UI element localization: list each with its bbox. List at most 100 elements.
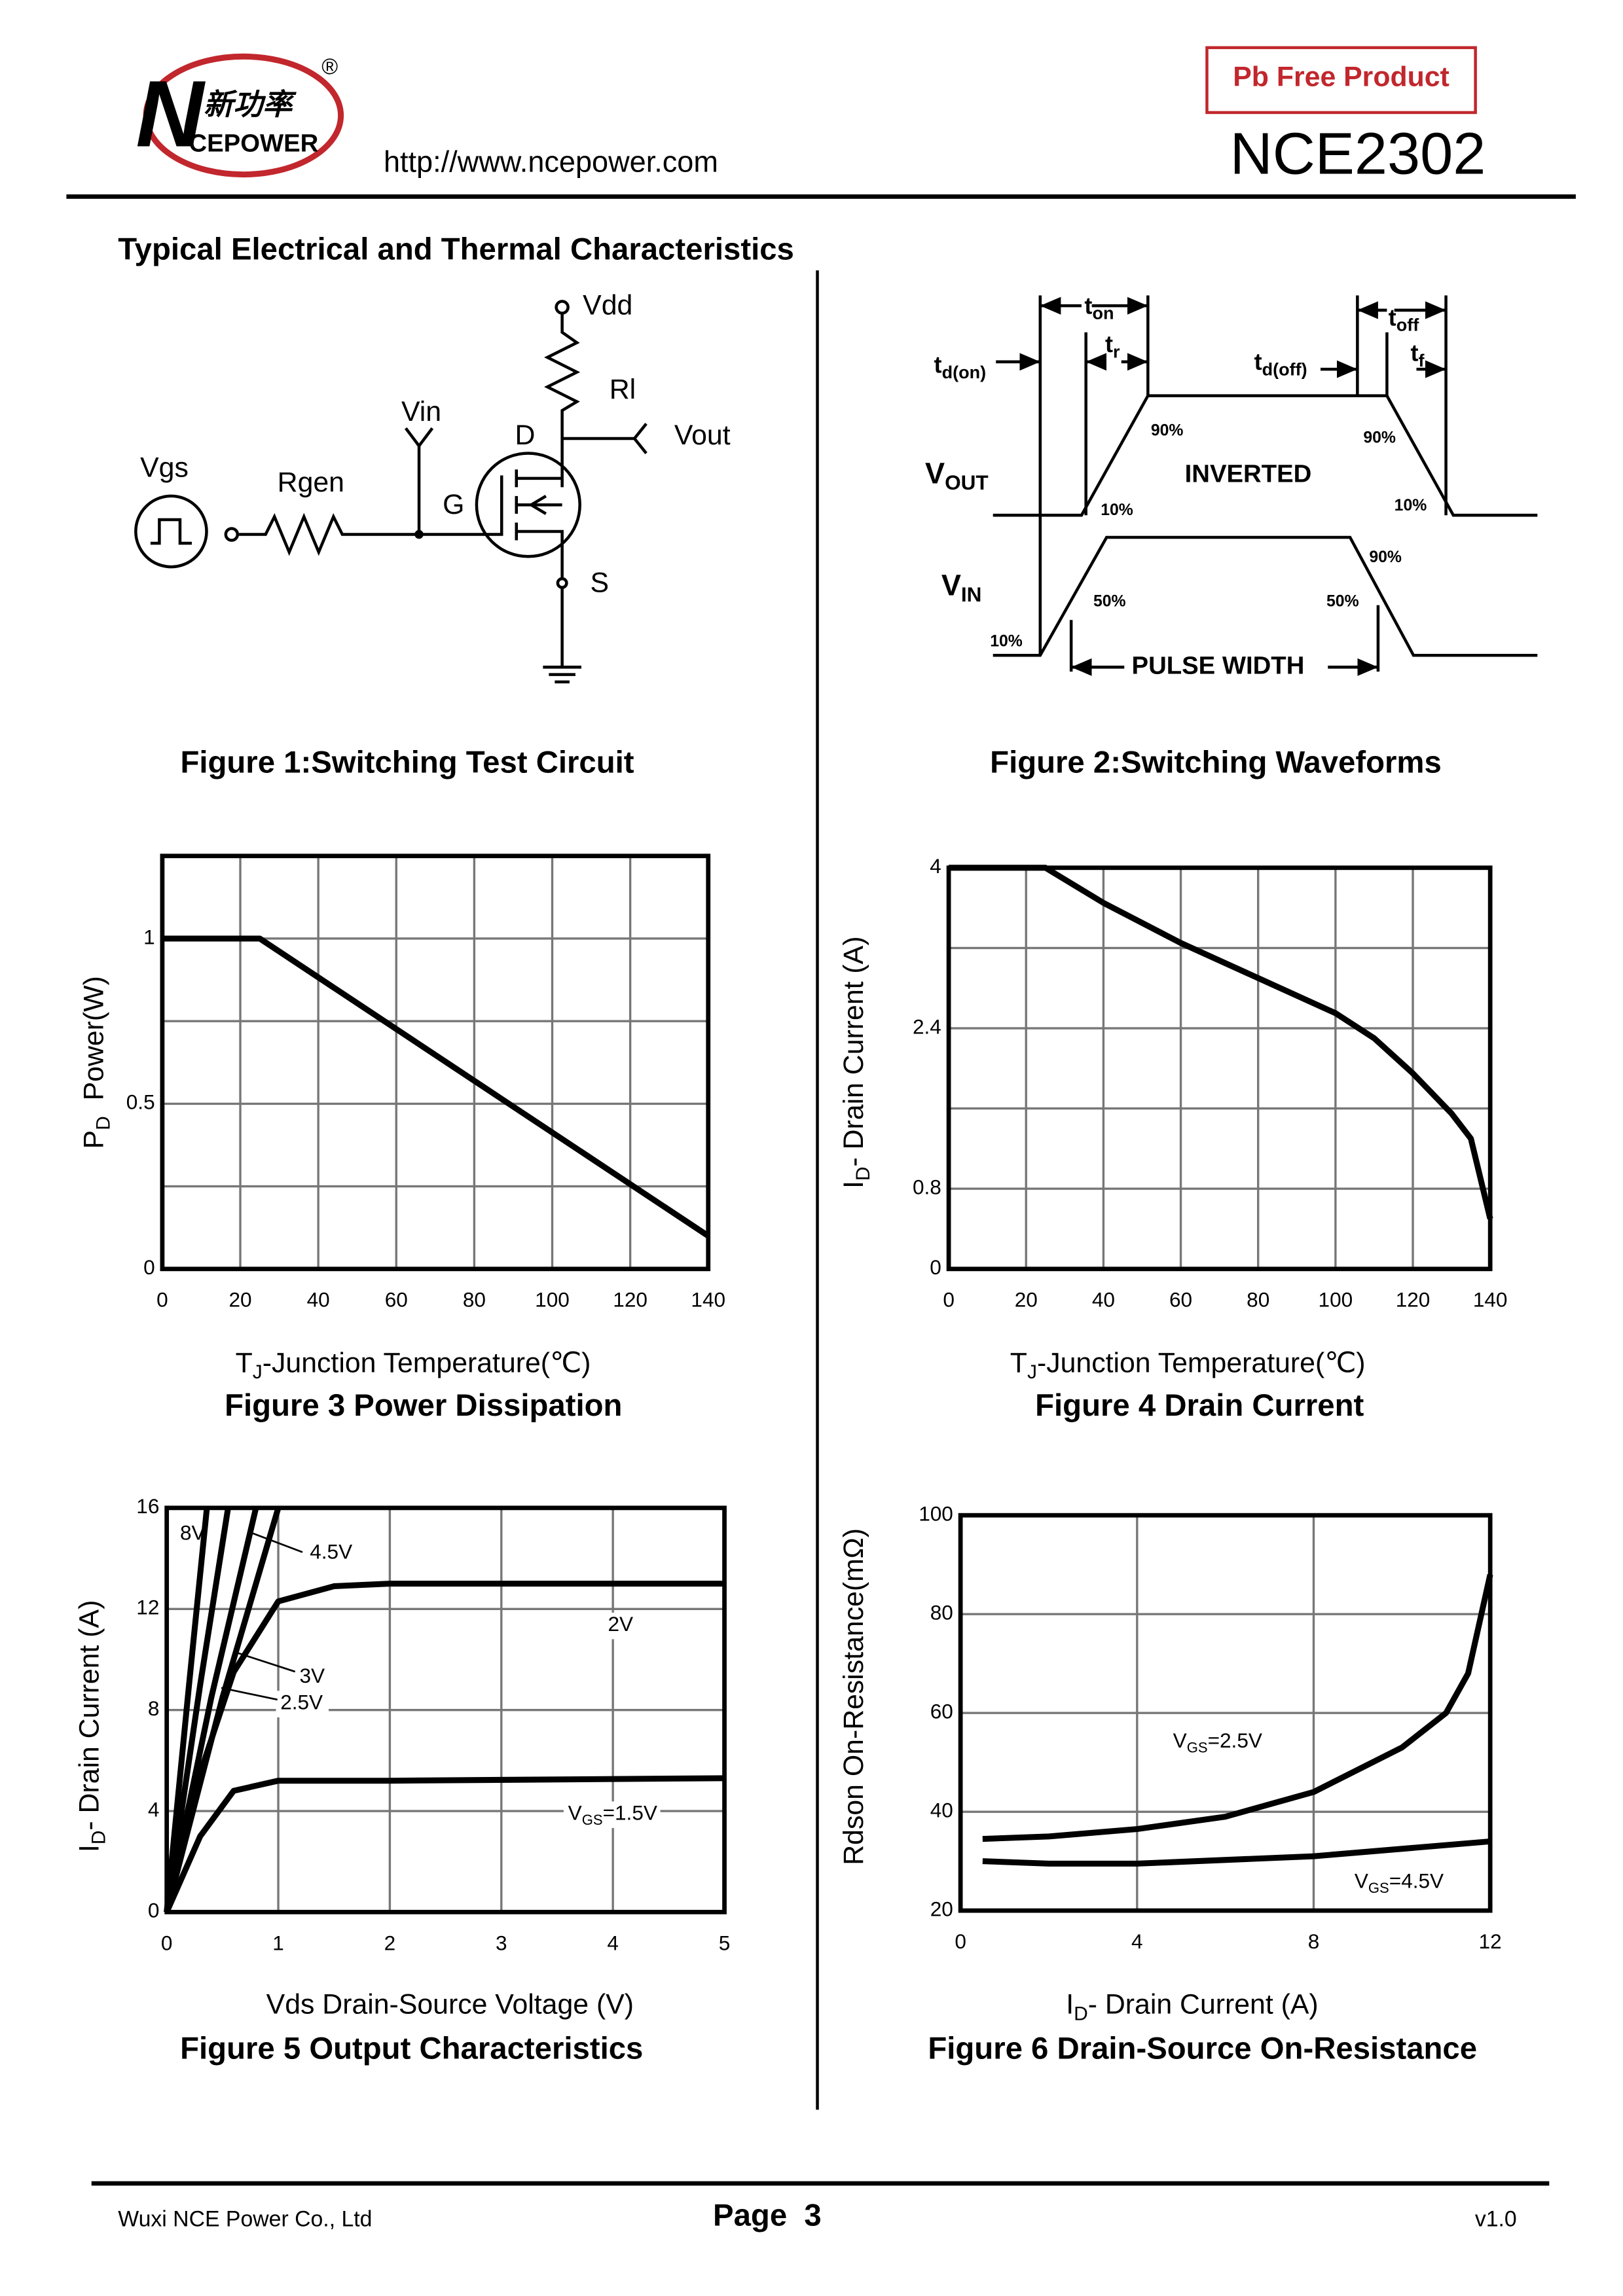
x-tick-label: 4 [1131, 1929, 1143, 1953]
x-tick-label: 20 [1015, 1288, 1038, 1312]
y-tick-label: 8 [148, 1696, 160, 1720]
text-part: -Junction Temperature(℃) [263, 1348, 591, 1379]
y-tick-label: 16 [136, 1494, 159, 1518]
x-tick-label: 60 [1169, 1288, 1192, 1312]
y-tick-label: 0 [930, 1255, 941, 1279]
text-part: D [92, 1116, 114, 1130]
label: Vdd [583, 290, 632, 321]
x-tick-label: 0 [943, 1288, 955, 1312]
footer-company: Wuxi NCE Power Co., Ltd [118, 2206, 372, 2231]
curve [982, 1573, 1493, 1842]
text-part: 3V [299, 1664, 325, 1687]
caption: Figure 4 Drain Current [1035, 1388, 1364, 1423]
series-label: 4.5V [310, 1540, 352, 1564]
waveform-labels: td(on) ton tr td(off) toff tf 90% 90% IN… [925, 292, 1427, 679]
y-tick-label: 2.4 [913, 1014, 941, 1038]
label-background [1350, 1869, 1447, 1896]
y-tick-label: 20 [930, 1897, 953, 1920]
label: VOUT [925, 456, 989, 494]
text-part: D [1074, 2003, 1088, 2024]
text-part: 4.5V [310, 1540, 352, 1564]
label: toff [1389, 304, 1420, 335]
x-tick-label: 40 [307, 1288, 330, 1312]
footer-version: v1.0 [1475, 2206, 1517, 2231]
text-part: - Drain Current (A) [838, 937, 869, 1167]
x-tick-label: 0 [156, 1288, 168, 1312]
plot-frame [164, 1505, 727, 1914]
page-number: Page 3 [713, 2198, 822, 2233]
logo-en: CEPOWER [189, 130, 318, 158]
label: Vout [674, 420, 731, 451]
label: Rl [610, 374, 636, 405]
x-axis-label: TJ-Junction Temperature(℃) [1010, 1348, 1366, 1383]
registered: ® [321, 54, 338, 79]
label: 10% [1101, 501, 1133, 519]
x-tick-label: 40 [1092, 1288, 1115, 1312]
label: 10% [990, 633, 1023, 651]
text-part: Rdson On-Resistance(mΩ) [838, 1528, 869, 1865]
x-tick-label: 120 [1396, 1288, 1431, 1312]
text-part: P [79, 1130, 110, 1149]
text-part: I [838, 1181, 869, 1189]
text-part: V [1173, 1729, 1187, 1753]
label: Vin [401, 396, 441, 427]
label: 50% [1093, 593, 1126, 611]
chart: 0 20 40 60 80 100 120 140 0 0.8 2.4 4 TJ-Junction Te… [838, 854, 1507, 1423]
series-label: 2.5V [280, 1691, 323, 1714]
text-part: -Junction Temperature(℃) [1037, 1348, 1366, 1379]
y-axis-label: ID- Drain Current (A) [838, 937, 873, 1189]
x-tick-label: 100 [1319, 1288, 1353, 1312]
part-number: NCE2302 [1230, 121, 1486, 187]
waveforms [993, 295, 1538, 676]
text-part: GS [582, 1812, 603, 1828]
y-tick-label: 12 [136, 1596, 159, 1619]
label-background [603, 1612, 634, 1640]
plot-area [949, 867, 1491, 1269]
label: 90% [1363, 429, 1396, 447]
leader-line [247, 1530, 303, 1553]
series-label: VGS=1.5V [568, 1801, 657, 1828]
url: http://www.ncepower.com [384, 145, 718, 179]
text-part: V [568, 1801, 582, 1825]
x-tick-label: 3 [496, 1931, 507, 1954]
label: Rgen [278, 467, 344, 498]
label: G [443, 489, 464, 520]
logo-cn: 新功率 [204, 88, 297, 121]
badge [1205, 46, 1477, 115]
label-background [295, 1664, 326, 1691]
text-part: T [1010, 1348, 1027, 1379]
y-tick-label: 60 [930, 1699, 953, 1723]
text-part: GS [1187, 1740, 1208, 1756]
curve [982, 1838, 1491, 1867]
y-tick-label: 0 [143, 1255, 155, 1279]
label-background [1168, 1729, 1266, 1756]
caption: Figure 1:Switching Test Circuit [180, 745, 634, 780]
y-axis-label: Rdson On-Resistance(mΩ) [838, 1528, 869, 1865]
x-tick-label: 12 [1479, 1929, 1502, 1953]
x-tick-label: 120 [613, 1288, 647, 1312]
text-part: =2.5V [1208, 1729, 1262, 1753]
text-part: GS [1368, 1880, 1389, 1896]
plot-frame [160, 853, 711, 1272]
curve [162, 935, 710, 1239]
text-part: Power(W) [79, 976, 110, 1116]
x-tick-label: 8 [1308, 1929, 1320, 1953]
label: 50% [1326, 593, 1359, 611]
x-tick-label: 60 [385, 1288, 408, 1312]
label: tr [1105, 331, 1120, 362]
circuit [134, 300, 647, 684]
y-axis-label: ID- Drain Current (A) [74, 1600, 109, 1853]
series-label: VGS=2.5V [1173, 1729, 1262, 1756]
y-tick-label: 80 [930, 1600, 953, 1624]
badge-text: Pb Free Product [1233, 61, 1450, 92]
x-tick-label: 140 [691, 1288, 725, 1312]
caption: Figure 5 Output Characteristics [180, 2032, 643, 2066]
y-tick-label: 1 [143, 925, 155, 948]
curve [164, 1775, 725, 1914]
plot-area [162, 855, 708, 1269]
label: tf [1410, 339, 1425, 370]
text-part: I [74, 1844, 105, 1852]
curve [164, 1507, 210, 1912]
y-tick-label: 4 [148, 1797, 160, 1821]
